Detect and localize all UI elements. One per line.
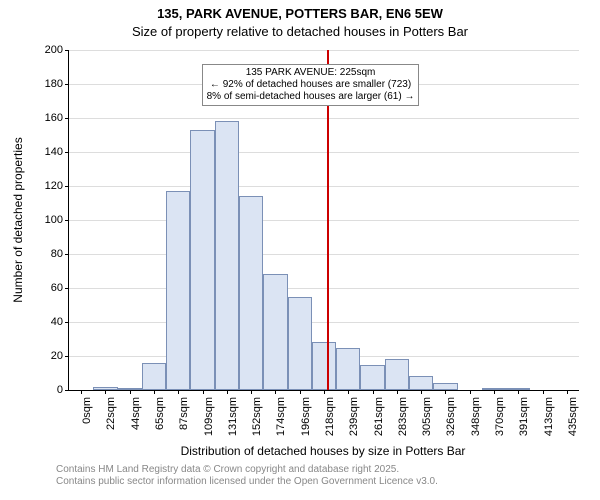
x-tick — [373, 390, 374, 394]
histogram-bar — [166, 191, 190, 390]
footer-line: Contains public sector information licen… — [56, 476, 438, 488]
y-tick-label: 40 — [51, 316, 69, 328]
x-tick — [275, 390, 276, 394]
gridline — [69, 220, 579, 221]
x-tick-label: 391sqm — [516, 397, 530, 436]
x-tick — [105, 390, 106, 394]
y-tick-label: 20 — [51, 350, 69, 362]
gridline — [69, 288, 579, 289]
x-tick — [203, 390, 204, 394]
chart-subtitle: Size of property relative to detached ho… — [0, 24, 600, 39]
x-tick-label: 0sqm — [79, 397, 93, 424]
gridline — [69, 152, 579, 153]
x-tick — [445, 390, 446, 394]
histogram-bar — [506, 388, 530, 390]
y-tick-label: 140 — [45, 146, 69, 158]
y-tick-label: 200 — [45, 44, 69, 56]
histogram-bar — [360, 365, 384, 391]
x-tick — [348, 390, 349, 394]
x-tick — [251, 390, 252, 394]
histogram-bar — [409, 376, 433, 390]
x-tick-label: 109sqm — [201, 397, 215, 436]
x-tick — [81, 390, 82, 394]
x-tick — [397, 390, 398, 394]
gridline — [69, 322, 579, 323]
marker-annotation: 135 PARK AVENUE: 225sqm← 92% of detached… — [202, 64, 420, 106]
gridline — [69, 254, 579, 255]
x-tick — [518, 390, 519, 394]
x-tick-label: 413sqm — [541, 397, 555, 436]
x-tick — [227, 390, 228, 394]
x-tick-label: 65sqm — [152, 397, 166, 430]
y-tick-label: 0 — [57, 384, 69, 396]
annotation-line: 8% of semi-detached houses are larger (6… — [207, 91, 415, 103]
gridline — [69, 186, 579, 187]
x-tick — [300, 390, 301, 394]
footer-attribution: Contains HM Land Registry data © Crown c… — [56, 464, 438, 488]
x-tick — [324, 390, 325, 394]
histogram-bar — [215, 121, 239, 390]
chart-title: 135, PARK AVENUE, POTTERS BAR, EN6 5EW — [0, 6, 600, 21]
histogram-bar — [288, 297, 312, 391]
chart-container: 135, PARK AVENUE, POTTERS BAR, EN6 5EW S… — [0, 0, 600, 500]
x-tick-label: 348sqm — [468, 397, 482, 436]
x-tick-label: 305sqm — [419, 397, 433, 436]
histogram-bar — [482, 388, 506, 390]
plot-area: 0204060801001201401601802000sqm22sqm44sq… — [68, 50, 579, 391]
y-tick-label: 180 — [45, 78, 69, 90]
gridline — [69, 50, 579, 51]
x-tick — [421, 390, 422, 394]
x-tick-label: 174sqm — [273, 397, 287, 436]
x-tick — [470, 390, 471, 394]
x-tick-label: 131sqm — [225, 397, 239, 436]
histogram-bar — [433, 383, 457, 390]
x-tick-label: 196sqm — [298, 397, 312, 436]
y-axis-label: Number of detached properties — [11, 137, 25, 302]
y-tick-label: 160 — [45, 112, 69, 124]
y-tick-label: 80 — [51, 248, 69, 260]
x-tick-label: 370sqm — [492, 397, 506, 436]
x-tick — [178, 390, 179, 394]
x-tick — [130, 390, 131, 394]
y-tick-label: 100 — [45, 214, 69, 226]
x-axis-label: Distribution of detached houses by size … — [181, 444, 466, 458]
x-tick — [154, 390, 155, 394]
x-tick-label: 326sqm — [443, 397, 457, 436]
x-tick-label: 218sqm — [322, 397, 336, 436]
histogram-bar — [239, 196, 263, 390]
annotation-line: ← 92% of detached houses are smaller (72… — [207, 79, 415, 91]
x-tick-label: 87sqm — [176, 397, 190, 430]
histogram-bar — [93, 387, 117, 390]
histogram-bar — [385, 359, 409, 390]
x-tick — [494, 390, 495, 394]
histogram-bar — [263, 274, 287, 390]
footer-line: Contains HM Land Registry data © Crown c… — [56, 464, 438, 476]
x-tick-label: 261sqm — [371, 397, 385, 436]
x-tick — [567, 390, 568, 394]
x-tick-label: 152sqm — [249, 397, 263, 436]
histogram-bar — [190, 130, 214, 390]
histogram-bar — [118, 388, 142, 390]
x-tick-label: 435sqm — [565, 397, 579, 436]
x-tick-label: 44sqm — [128, 397, 142, 430]
x-tick-label: 22sqm — [103, 397, 117, 430]
annotation-line: 135 PARK AVENUE: 225sqm — [207, 67, 415, 79]
x-tick-label: 283sqm — [395, 397, 409, 436]
x-tick-label: 239sqm — [346, 397, 360, 436]
gridline — [69, 118, 579, 119]
histogram-bar — [336, 348, 360, 391]
y-tick-label: 60 — [51, 282, 69, 294]
histogram-bar — [312, 342, 336, 390]
x-tick — [543, 390, 544, 394]
histogram-bar — [142, 363, 166, 390]
y-tick-label: 120 — [45, 180, 69, 192]
